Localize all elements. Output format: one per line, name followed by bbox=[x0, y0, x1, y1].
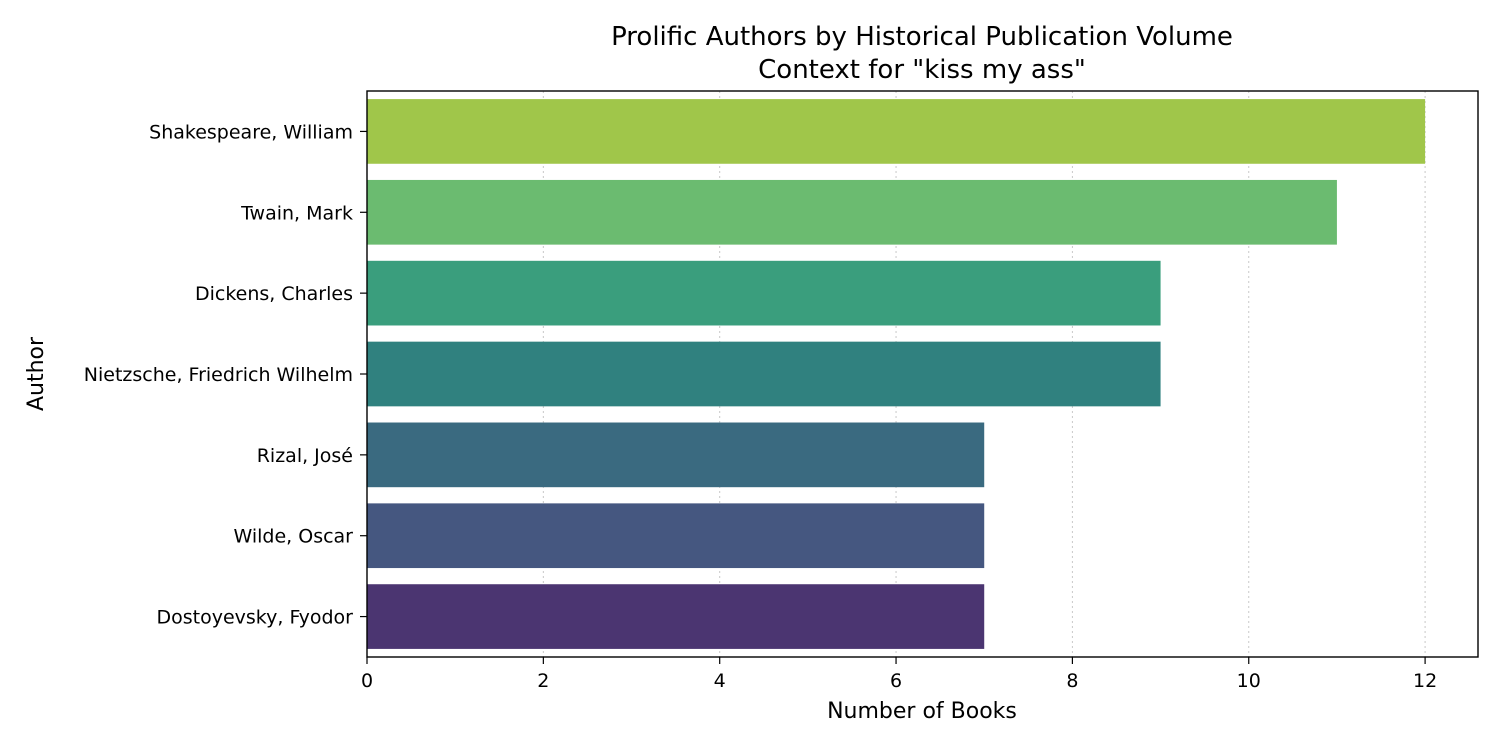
x-tick-label: 6 bbox=[890, 670, 902, 692]
x-axis-label: Number of Books bbox=[827, 699, 1017, 724]
x-tick-label: 0 bbox=[361, 670, 373, 692]
bar bbox=[367, 260, 1161, 326]
bar bbox=[367, 422, 985, 488]
bar bbox=[367, 179, 1337, 245]
x-tick-label: 8 bbox=[1066, 670, 1078, 692]
chart-subtitle: Context for "kiss my ass" bbox=[758, 55, 1086, 85]
chart-title: Prolific Authors by Historical Publicati… bbox=[611, 22, 1233, 52]
y-tick-label: Dostoyevsky, Fyodor bbox=[156, 607, 353, 629]
bar bbox=[367, 584, 985, 649]
x-tick-label: 2 bbox=[537, 670, 549, 692]
bar bbox=[367, 99, 1426, 164]
y-tick-label: Twain, Mark bbox=[240, 202, 353, 224]
bar bbox=[367, 341, 1161, 407]
x-tick-label: 12 bbox=[1413, 670, 1437, 692]
y-tick-label: Wilde, Oscar bbox=[233, 526, 353, 548]
x-tick-label: 4 bbox=[714, 670, 726, 692]
y-tick-label: Shakespeare, William bbox=[149, 121, 353, 143]
x-tick-label: 10 bbox=[1237, 670, 1261, 692]
y-axis: Shakespeare, William Twain, Mark Dickens, … bbox=[84, 121, 367, 629]
bar bbox=[367, 503, 985, 569]
y-tick-label: Nietzsche, Friedrich Wilhelm bbox=[84, 364, 353, 386]
y-tick-label: Rizal, José bbox=[257, 445, 353, 467]
y-tick-label: Dickens, Charles bbox=[195, 283, 353, 305]
bars bbox=[367, 99, 1426, 649]
y-axis-label: Author bbox=[24, 336, 49, 411]
x-axis: 0 2 4 6 8 10 12 bbox=[361, 657, 1437, 692]
